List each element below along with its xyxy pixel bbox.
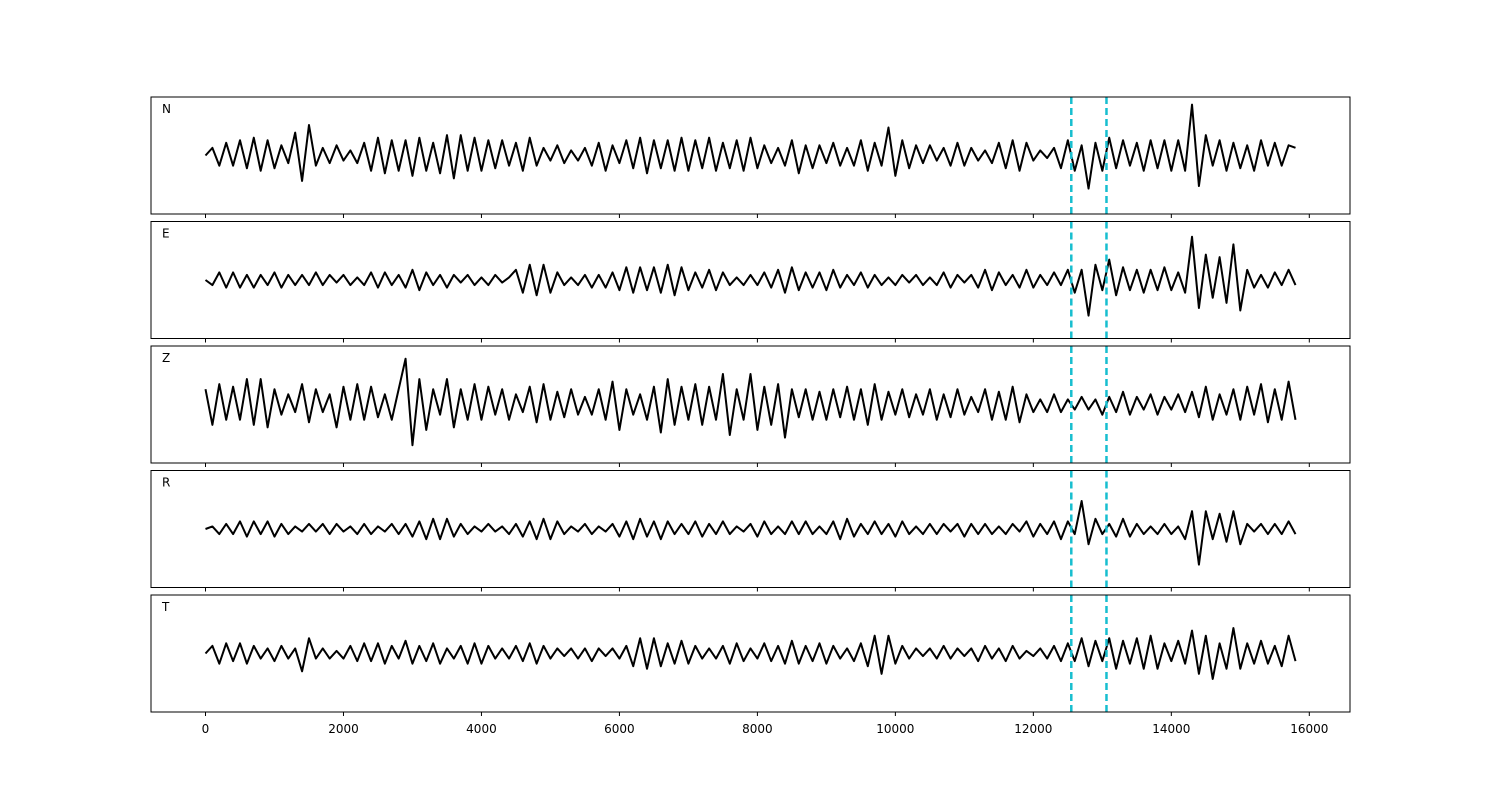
panel-label: R	[162, 476, 170, 490]
x-tick-label: 14000	[1152, 722, 1190, 736]
x-tick-label: 8000	[742, 722, 773, 736]
x-tick-label: 10000	[876, 722, 914, 736]
waveform	[204, 103, 1296, 190]
panel-frame	[150, 221, 1351, 339]
x-tick-label: 2000	[328, 722, 359, 736]
panel-frame	[150, 594, 1351, 713]
x-tick-label: 0	[202, 722, 210, 736]
waveform	[204, 627, 1297, 680]
panel-label: N	[162, 102, 171, 116]
x-tick-label: 4000	[466, 722, 497, 736]
waveform	[205, 500, 1297, 566]
panel-label: E	[162, 227, 170, 241]
waveform	[204, 235, 1297, 317]
panel-label: T	[161, 600, 170, 614]
panel-frame	[150, 345, 1351, 464]
x-tick-label: 6000	[604, 722, 635, 736]
x-tick-label: 12000	[1014, 722, 1052, 736]
panel-label: Z	[162, 351, 170, 365]
x-tick-label: 16000	[1290, 722, 1328, 736]
panel-frame	[150, 96, 1351, 215]
panel-frame	[150, 470, 1351, 588]
waveform	[204, 357, 1297, 447]
